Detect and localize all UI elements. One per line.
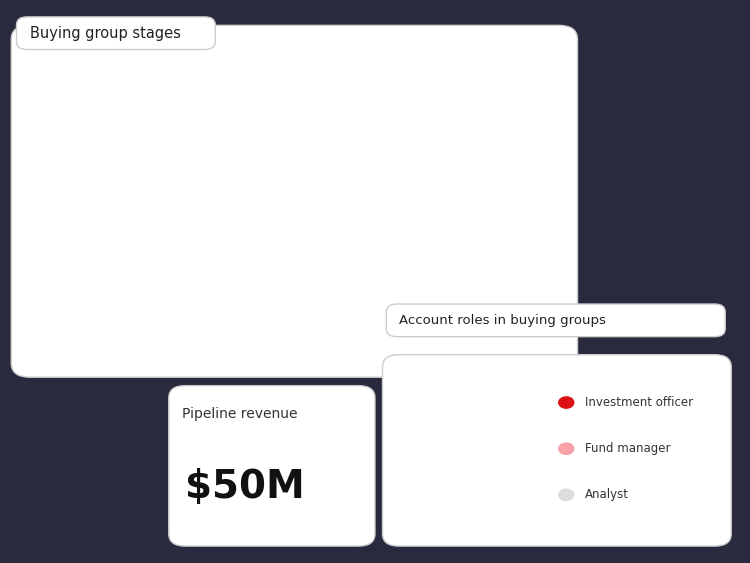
Text: Account roles in buying groups: Account roles in buying groups bbox=[399, 314, 606, 327]
Text: 500: 500 bbox=[450, 429, 500, 453]
Text: 100%: 100% bbox=[87, 84, 121, 97]
Bar bbox=[175, 101, 232, 346]
Text: Fund manager: Fund manager bbox=[585, 442, 670, 455]
Bar bbox=[175, 159, 232, 346]
Bar bbox=[475, 294, 532, 346]
Text: 66.2%: 66.2% bbox=[285, 167, 322, 180]
Wedge shape bbox=[410, 385, 475, 487]
Text: Analyst: Analyst bbox=[585, 488, 629, 502]
Text: 21.3%: 21.3% bbox=[485, 277, 523, 290]
Bar bbox=[274, 101, 333, 346]
Text: 42.6%: 42.6% bbox=[385, 225, 422, 238]
Bar bbox=[274, 184, 333, 346]
Text: $50M: $50M bbox=[185, 468, 305, 506]
Text: Pipeline revenue: Pipeline revenue bbox=[182, 407, 298, 421]
Wedge shape bbox=[422, 471, 518, 513]
Bar bbox=[375, 101, 433, 346]
Bar bbox=[375, 242, 433, 346]
Text: Investment officer: Investment officer bbox=[585, 396, 693, 409]
Bar bbox=[475, 101, 532, 346]
Text: Accounts: Accounts bbox=[446, 455, 503, 468]
Wedge shape bbox=[474, 385, 538, 496]
Bar bbox=[75, 101, 133, 346]
Text: Buying group stages: Buying group stages bbox=[30, 26, 181, 41]
Bar bbox=[75, 101, 133, 346]
Text: 76%: 76% bbox=[190, 143, 217, 156]
